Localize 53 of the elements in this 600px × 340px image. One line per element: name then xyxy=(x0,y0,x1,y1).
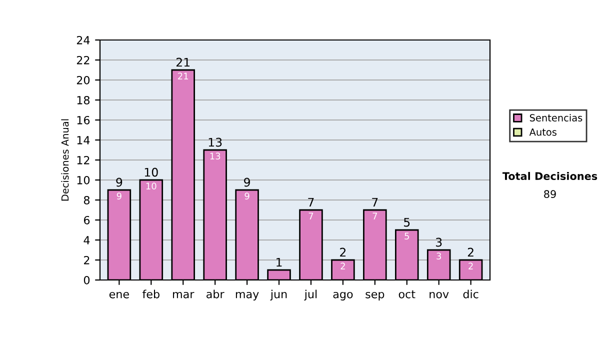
text: Total Decisiones xyxy=(502,172,598,180)
data-label: 5 xyxy=(404,232,409,240)
y-tick-label: 12 xyxy=(77,156,90,164)
total-label: 1 xyxy=(276,258,282,267)
y-tick-label: 14 xyxy=(77,136,90,144)
y-tick-label: 16 xyxy=(77,116,90,124)
x-tick-label: oct xyxy=(398,290,416,298)
y-tick-label: 24 xyxy=(76,36,90,44)
x-tick-label: sep xyxy=(366,292,384,300)
y-tick-label: 8 xyxy=(84,196,90,204)
y-tick-label: 2 xyxy=(84,256,90,264)
x-tick-label: nov xyxy=(430,292,449,298)
y-tick-label: 10 xyxy=(77,176,90,184)
data-label: 3 xyxy=(436,252,441,260)
y-tick-label: 6 xyxy=(84,216,90,224)
data-label: 9 xyxy=(244,192,250,200)
total-label: 2 xyxy=(468,248,474,257)
legend-label: Autos xyxy=(529,128,556,136)
total-label: 10 xyxy=(144,168,158,177)
data-label: 7 xyxy=(308,212,314,220)
x-tick-label: dic xyxy=(463,290,478,298)
x-tick-label: mar xyxy=(173,292,194,298)
data-label: 2 xyxy=(468,262,473,270)
x-tick-label: abr xyxy=(206,290,224,298)
y-tick-label: 18 xyxy=(77,96,90,104)
x-tick-label: jul xyxy=(304,290,317,300)
data-label: 2 xyxy=(340,262,345,270)
data-label: 10 xyxy=(146,182,156,190)
total-label: 5 xyxy=(404,218,410,227)
x-tick-label: jun xyxy=(270,290,287,300)
total-label: 3 xyxy=(436,238,442,247)
text: 89 xyxy=(544,190,556,198)
data-label: 21 xyxy=(178,72,188,80)
total-label: 7 xyxy=(308,198,314,207)
y-tick-label: 4 xyxy=(84,236,90,244)
legend-label: Sentencias xyxy=(530,114,582,122)
data-label: 7 xyxy=(372,212,378,220)
y-axis-title: Decisiones Anual xyxy=(61,119,69,201)
total-label: 13 xyxy=(208,138,222,147)
x-tick-label: feb xyxy=(142,290,160,298)
total-label: 9 xyxy=(244,178,250,187)
total-label: 2 xyxy=(340,248,346,257)
data-label: 9 xyxy=(116,192,122,200)
y-tick-label: 22 xyxy=(76,56,90,64)
y-tick-label: 20 xyxy=(76,76,90,84)
y-tick-label: 0 xyxy=(84,276,90,284)
x-tick-label: ene xyxy=(109,292,129,298)
x-tick-label: ago xyxy=(333,292,353,300)
total-label: 7 xyxy=(372,198,378,207)
x-tick-label: may xyxy=(236,292,259,300)
total-label: 9 xyxy=(116,178,122,187)
total-label: 21 xyxy=(176,58,190,67)
data-label: 13 xyxy=(210,152,220,160)
